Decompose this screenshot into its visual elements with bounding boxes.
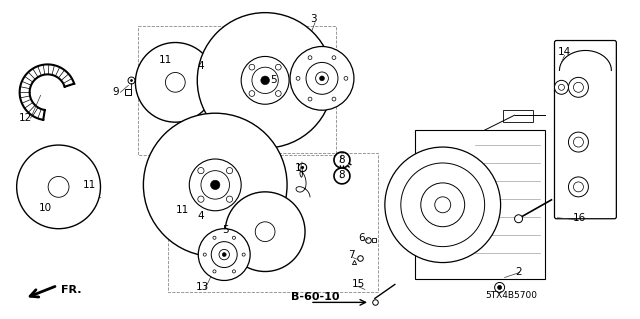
Circle shape [308, 56, 312, 60]
Text: 3: 3 [310, 14, 317, 24]
Text: 11: 11 [83, 180, 96, 190]
Text: 13: 13 [196, 282, 209, 293]
Circle shape [213, 236, 216, 239]
Text: 11: 11 [175, 205, 189, 215]
Bar [415, 130, 545, 279]
Circle shape [17, 145, 100, 229]
Text: 16: 16 [572, 213, 586, 223]
Text: 15: 15 [352, 279, 365, 289]
Circle shape [275, 91, 281, 96]
Circle shape [435, 197, 451, 213]
Circle shape [201, 171, 230, 199]
Circle shape [232, 270, 236, 273]
Bar [138, 26, 336, 155]
Circle shape [495, 282, 504, 293]
Circle shape [568, 132, 588, 152]
Circle shape [198, 196, 204, 202]
Text: 5: 5 [222, 225, 229, 235]
Circle shape [332, 56, 336, 60]
Bar [502, 110, 532, 122]
Text: 8: 8 [338, 155, 344, 165]
Circle shape [211, 241, 237, 268]
Circle shape [136, 42, 215, 122]
Circle shape [420, 183, 465, 227]
Circle shape [261, 76, 269, 85]
FancyBboxPatch shape [554, 41, 616, 219]
Circle shape [515, 215, 522, 223]
Bar [168, 153, 378, 293]
Circle shape [401, 163, 484, 247]
Circle shape [165, 72, 185, 92]
Circle shape [255, 222, 275, 241]
Circle shape [332, 97, 336, 101]
Circle shape [249, 91, 255, 96]
Circle shape [203, 253, 206, 256]
Circle shape [559, 84, 564, 90]
Circle shape [568, 78, 588, 97]
Circle shape [290, 47, 354, 110]
Text: 8: 8 [338, 170, 344, 180]
Circle shape [275, 64, 281, 70]
Circle shape [308, 97, 312, 101]
Text: 1: 1 [295, 163, 301, 173]
Circle shape [211, 180, 220, 189]
Circle shape [498, 286, 502, 289]
Text: 14: 14 [557, 48, 571, 57]
Circle shape [573, 82, 584, 92]
Circle shape [249, 64, 255, 70]
Circle shape [227, 167, 233, 174]
Circle shape [143, 113, 287, 256]
Text: 7: 7 [348, 249, 355, 260]
Circle shape [225, 192, 305, 271]
Circle shape [198, 229, 250, 280]
Text: 9: 9 [113, 87, 119, 97]
Circle shape [198, 167, 204, 174]
Circle shape [344, 77, 348, 80]
Circle shape [316, 72, 328, 85]
Circle shape [385, 147, 500, 263]
Circle shape [213, 270, 216, 273]
Text: 10: 10 [38, 203, 52, 213]
Circle shape [227, 196, 233, 202]
Circle shape [568, 177, 588, 197]
Text: 6: 6 [358, 233, 365, 243]
Circle shape [242, 253, 245, 256]
Circle shape [232, 236, 236, 239]
Text: 4: 4 [197, 61, 204, 71]
Circle shape [306, 63, 338, 94]
Text: 5TX4B5700: 5TX4B5700 [486, 291, 538, 300]
Circle shape [219, 249, 229, 260]
Text: 4: 4 [197, 211, 204, 221]
Circle shape [189, 159, 241, 211]
Text: 5: 5 [270, 75, 276, 85]
Text: FR.: FR. [61, 286, 81, 295]
Circle shape [252, 67, 278, 93]
Circle shape [554, 80, 568, 94]
Circle shape [319, 76, 324, 81]
Text: 2: 2 [516, 266, 522, 277]
Circle shape [296, 77, 300, 80]
Text: 11: 11 [158, 56, 172, 65]
Circle shape [48, 176, 69, 197]
Circle shape [241, 56, 289, 104]
Circle shape [573, 137, 584, 147]
Text: 12: 12 [19, 113, 32, 123]
Circle shape [573, 182, 584, 192]
Circle shape [197, 13, 333, 148]
Text: B-60-10: B-60-10 [291, 293, 339, 302]
Circle shape [222, 253, 226, 256]
